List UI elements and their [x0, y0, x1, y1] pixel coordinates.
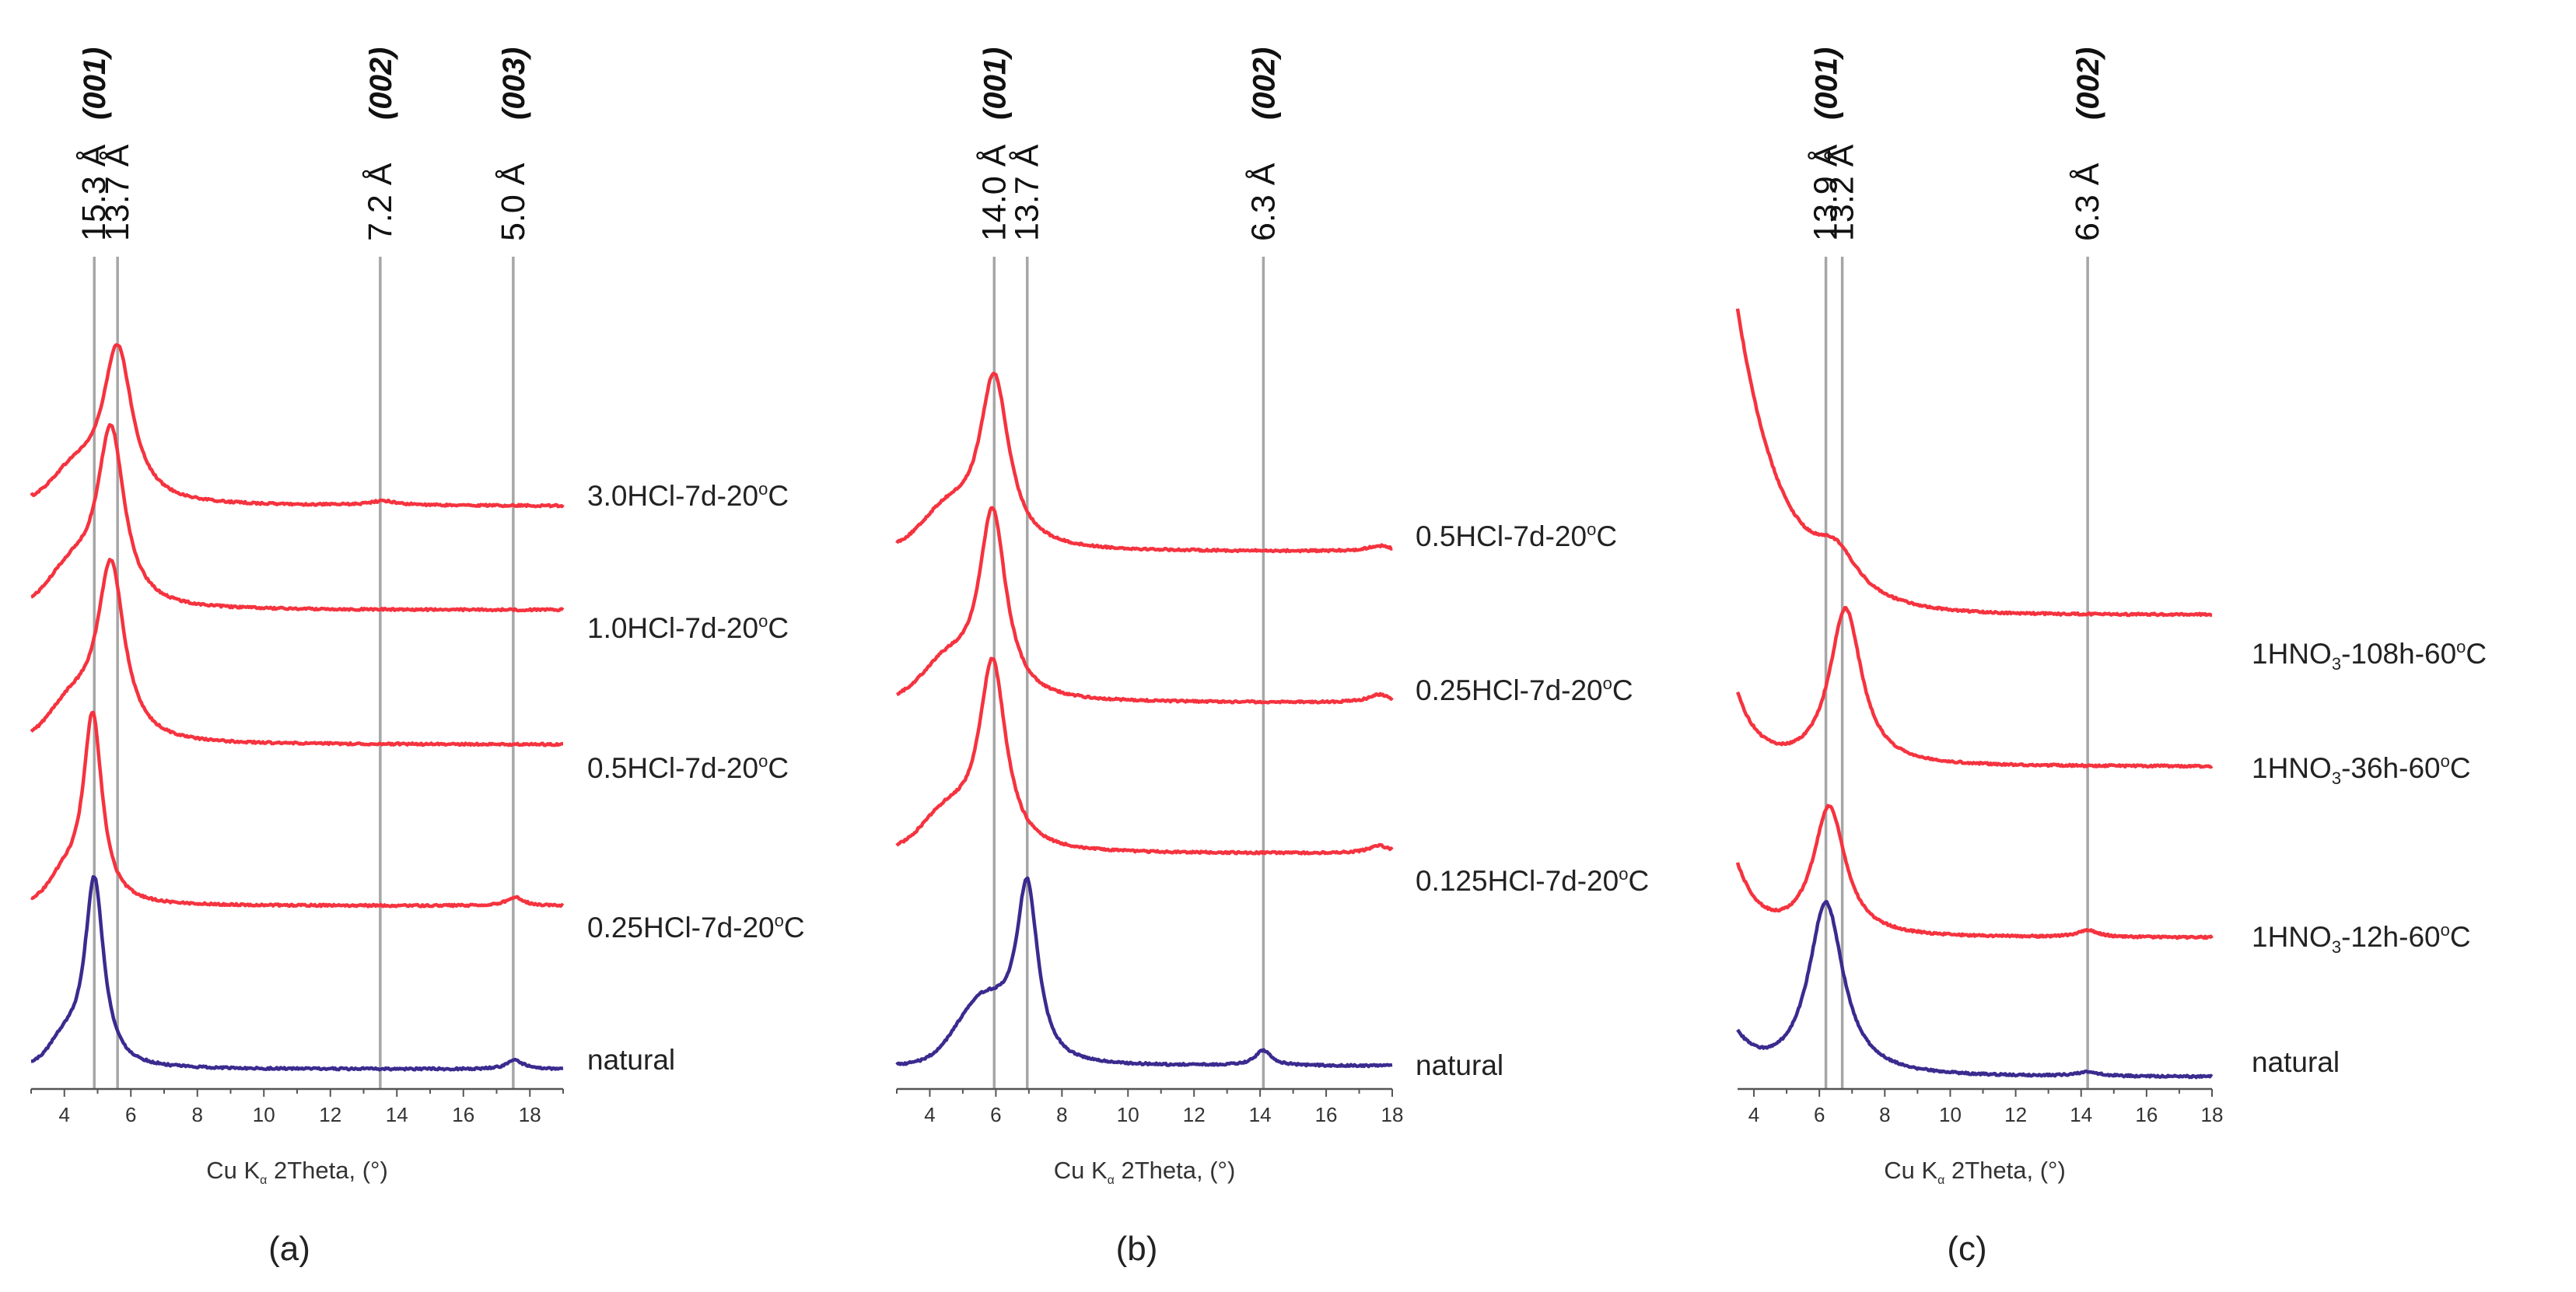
- miller-index-label: (001): [1810, 47, 1844, 120]
- series-label: natural: [1416, 1049, 1503, 1081]
- series-line: [30, 875, 564, 1072]
- d-spacing-label: 6.3 Å: [1244, 163, 1282, 241]
- series-line: [30, 343, 565, 509]
- d-spacing-label: 15.3 Å: [75, 144, 113, 241]
- x-tick-label: 18: [1381, 1103, 1404, 1126]
- panel-b: 14.0 Å (001) 13.7 Å 6.3 Å (002) 0.5HCl-7d-20o…: [895, 47, 1649, 1268]
- series-line: [895, 876, 1393, 1069]
- x-tick-label: 10: [253, 1103, 275, 1126]
- series-line: [30, 422, 565, 613]
- miller-index-label: (003): [497, 47, 531, 120]
- x-tick-label: 8: [1056, 1103, 1067, 1126]
- series-label: 1HNO3-12h-60oC: [2252, 920, 2471, 957]
- series-line: [895, 657, 1394, 856]
- x-tick-label: 14: [2070, 1103, 2092, 1126]
- x-tick-label: 8: [1879, 1103, 1890, 1126]
- d-spacing-label: 13.2 Å: [1824, 144, 1861, 241]
- d-spacing-label: 14.0 Å: [975, 144, 1013, 241]
- miller-index-label: (001): [978, 47, 1012, 120]
- x-tick-label: 16: [2135, 1103, 2158, 1126]
- x-axis-label: Cu Kα 2Theta, (°): [206, 1157, 388, 1187]
- x-tick-label: 14: [386, 1103, 408, 1126]
- series-line: [895, 371, 1393, 554]
- x-tick-label: 4: [924, 1103, 935, 1126]
- x-tick-label: 12: [1183, 1103, 1206, 1126]
- x-tick-label: 18: [519, 1103, 541, 1126]
- x-tick-label: 12: [319, 1103, 341, 1126]
- series-label: 0.25HCl-7d-20oC: [1416, 674, 1633, 706]
- miller-index-label: (002): [364, 47, 398, 120]
- panel-label: (c): [1947, 1230, 1986, 1268]
- panel-c: 13.9 Å (001) 13.2 Å 6.3 Å (002) 1HNO3-108h-60…: [1735, 47, 2487, 1268]
- series-line: [30, 558, 564, 748]
- x-tick-label: 4: [1748, 1103, 1759, 1126]
- x-tick-label: 6: [125, 1103, 136, 1126]
- series-line: [1735, 605, 2214, 769]
- x-tick-label: 14: [1249, 1103, 1272, 1126]
- x-tick-label: 8: [192, 1103, 203, 1126]
- d-spacing-label: 13.7 Å: [1009, 144, 1046, 241]
- series-label: 0.25HCl-7d-20oC: [587, 911, 805, 944]
- series-line: [1736, 900, 2214, 1080]
- series-label: 0.5HCl-7d-20oC: [587, 751, 789, 784]
- x-tick-label: 4: [59, 1103, 70, 1126]
- series-label: natural: [587, 1044, 675, 1076]
- d-spacing-label: 7.2 Å: [362, 163, 399, 241]
- d-spacing-label: 6.3 Å: [2069, 163, 2106, 241]
- series-line: [1735, 804, 2214, 940]
- x-axis-label: Cu Kα 2Theta, (°): [1884, 1157, 2066, 1187]
- series-line: [896, 506, 1394, 705]
- series-label: 3.0HCl-7d-20oC: [587, 479, 789, 512]
- x-tick-label: 6: [990, 1103, 1001, 1126]
- x-axis-label: Cu Kα 2Theta, (°): [1054, 1157, 1236, 1187]
- x-tick-label: 10: [1117, 1103, 1139, 1126]
- series-line: [1735, 308, 2213, 618]
- x-tick-label: 16: [1315, 1103, 1338, 1126]
- d-spacing-label: 13.9 Å: [1808, 144, 1845, 241]
- x-tick-label: 6: [1814, 1103, 1825, 1126]
- miller-index-label: (001): [78, 47, 112, 120]
- series-label: 1.0HCl-7d-20oC: [587, 611, 789, 644]
- panel-a: 15.3 Å (001) 13.7 Å 7.2 Å (002) 5.0 Å (003) 3.0…: [30, 47, 805, 1268]
- x-tick-label: 10: [1939, 1103, 1962, 1126]
- miller-index-label: (002): [2071, 47, 2105, 120]
- x-tick-label: 18: [2201, 1103, 2224, 1126]
- series-label: 1HNO3-108h-60oC: [2252, 637, 2487, 674]
- d-spacing-label: 5.0 Å: [495, 163, 532, 241]
- series-label: 0.5HCl-7d-20oC: [1416, 520, 1617, 552]
- panel-label: (a): [268, 1230, 310, 1268]
- x-tick-label: 16: [452, 1103, 474, 1126]
- series-label: natural: [2252, 1046, 2340, 1078]
- series-label: 1HNO3-36h-60oC: [2252, 751, 2471, 788]
- series-label: 0.125HCl-7d-20oC: [1416, 864, 1649, 897]
- panel-label: (b): [1116, 1230, 1158, 1268]
- miller-index-label: (002): [1247, 47, 1281, 120]
- x-tick-label: 12: [2004, 1103, 2027, 1126]
- d-spacing-label: 13.7 Å: [99, 144, 136, 241]
- series-line: [30, 710, 565, 909]
